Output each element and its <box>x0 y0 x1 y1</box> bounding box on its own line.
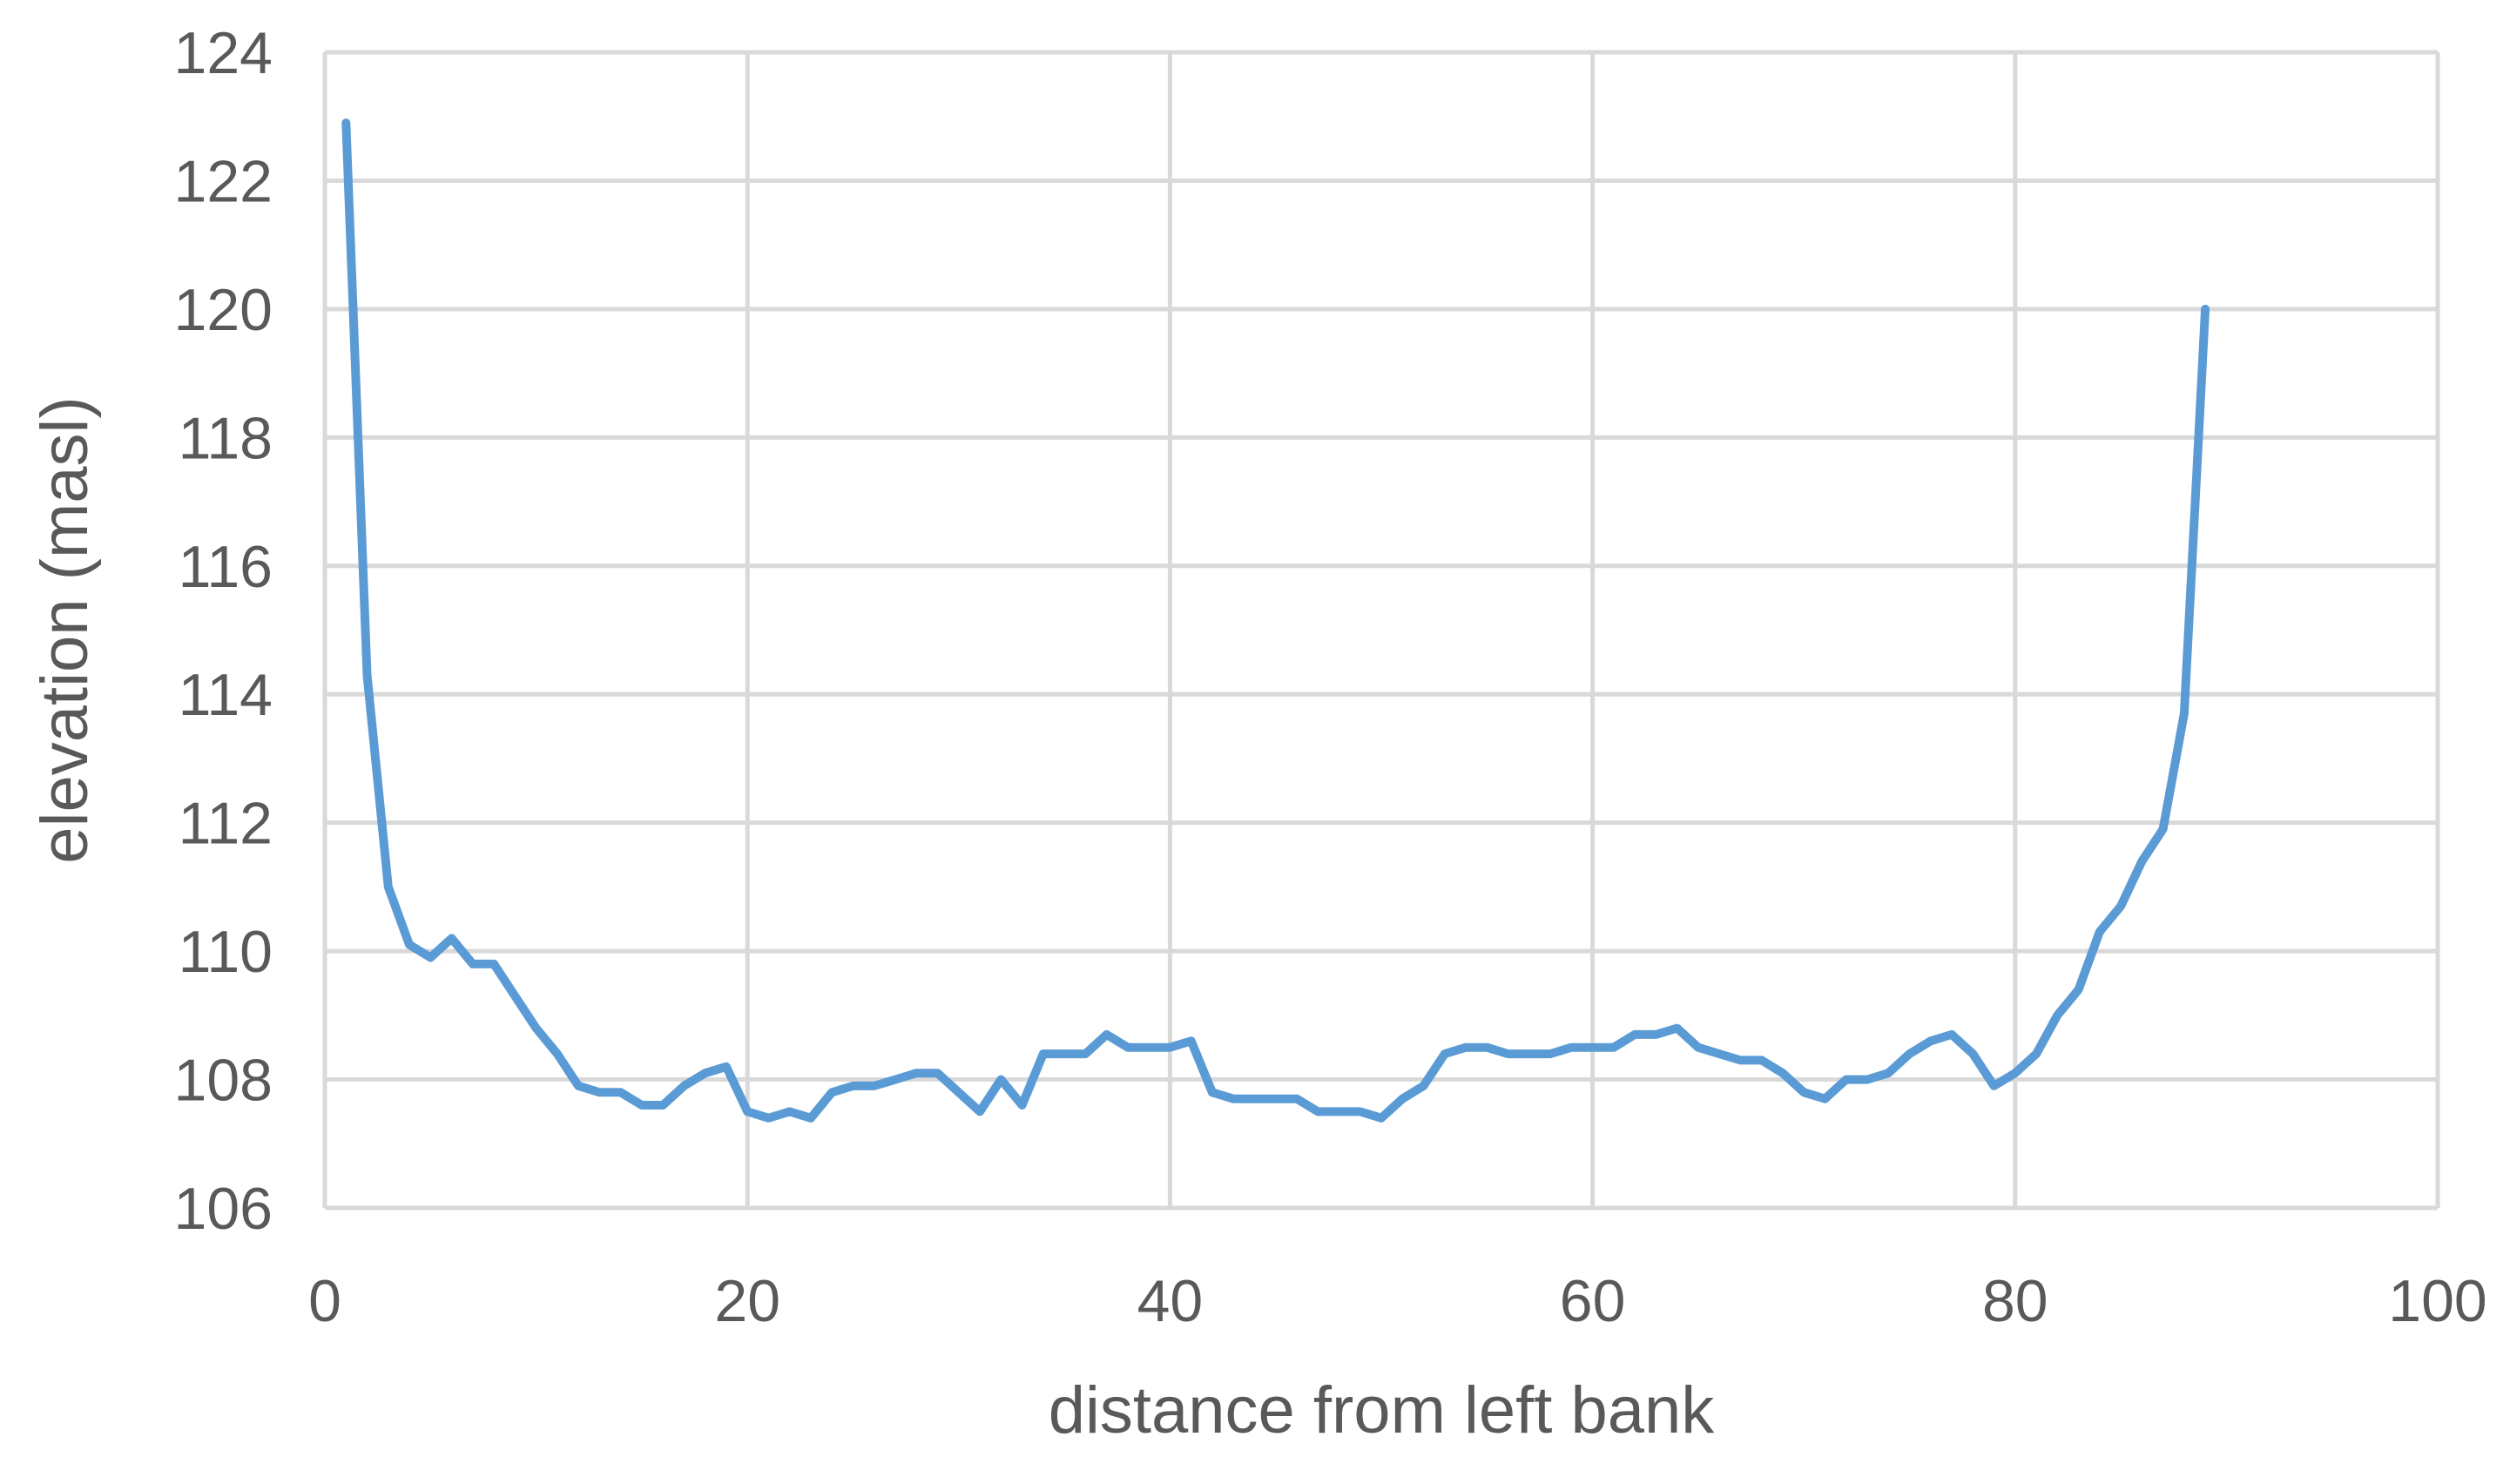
y-axis-title: elevation (masl) <box>28 396 102 863</box>
y-tick-label: 108 <box>174 1048 273 1114</box>
tick-labels: 106 108 110 112 114 116 118 120 122 124 0 20 40 60 80 1… <box>174 20 2487 1334</box>
series <box>341 118 2210 1123</box>
y-tick-label: 116 <box>179 534 273 600</box>
x-tick-label: 80 <box>1982 1268 2048 1334</box>
y-tick-label: 106 <box>174 1176 273 1242</box>
x-tick-label: 40 <box>1137 1268 1204 1334</box>
x-tick-label: 60 <box>1560 1268 1626 1334</box>
y-tick-label: 120 <box>174 277 273 343</box>
y-tick-label: 114 <box>179 662 273 728</box>
y-tick-label: 110 <box>179 919 273 985</box>
x-axis-title: distance from left bank <box>1049 1373 1716 1447</box>
grid <box>322 50 2440 1211</box>
series-line <box>341 118 2210 1123</box>
y-tick-label: 112 <box>179 791 273 857</box>
y-tick-label: 118 <box>179 405 273 471</box>
x-tick-label: 0 <box>308 1268 341 1334</box>
y-tick-label: 122 <box>174 148 273 214</box>
x-tick-label: 20 <box>714 1268 780 1334</box>
y-tick-label: 124 <box>174 20 273 86</box>
x-tick-label: 100 <box>2388 1268 2486 1334</box>
